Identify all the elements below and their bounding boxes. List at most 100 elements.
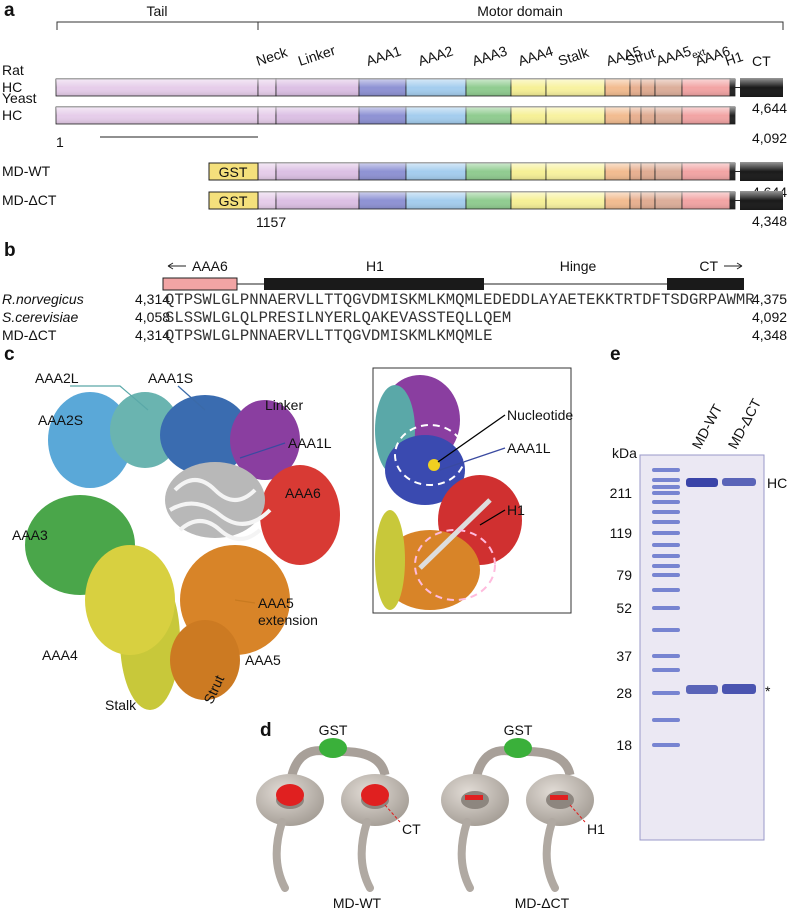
domain-label: AAA1L <box>288 435 332 451</box>
domain-label: AAA2 <box>416 43 455 69</box>
domain-label: CT <box>752 53 771 69</box>
ladder-band <box>652 531 680 535</box>
bar-shine <box>740 78 783 97</box>
ladder-band <box>652 606 680 610</box>
domain-label: AAA2L <box>35 370 79 386</box>
leader-lines-part <box>177 385 206 411</box>
panel-label: e <box>610 344 621 365</box>
ladder-band <box>652 478 680 482</box>
structure-render-part <box>230 400 300 480</box>
marker-size: 37 <box>616 648 632 664</box>
domain-label: Hinge <box>560 258 597 274</box>
ladder-band <box>652 491 680 495</box>
end-number: 4,375 <box>752 291 787 307</box>
bar-shine <box>740 162 783 181</box>
inset-render <box>375 375 522 610</box>
ladder-band <box>652 654 680 658</box>
row-label: HC <box>2 107 22 123</box>
leader-lines-part <box>234 599 256 604</box>
lane-label: MD-ΔCT <box>725 395 765 451</box>
marker-size: 211 <box>610 485 633 501</box>
marker-label: CT <box>402 821 421 837</box>
ladder-band <box>652 543 680 547</box>
domain-label: AAA6 <box>192 258 228 274</box>
inset-render-part <box>418 498 492 570</box>
ladder-band <box>652 691 680 695</box>
marker-size: 52 <box>616 600 632 616</box>
structure-render-part <box>170 620 240 700</box>
row-label: MD-ΔCT <box>2 192 57 208</box>
marker-line <box>384 804 401 823</box>
row-label: Yeast <box>2 90 37 106</box>
inset-render-part <box>439 447 506 471</box>
domain-label: H1 <box>366 258 384 274</box>
inset-label: AAA1L <box>507 440 551 456</box>
panel-a: a Tail Motor domain Neck Linker AAA1 AAA2 AAA3 A… <box>2 0 787 230</box>
hc-band <box>686 478 718 487</box>
inset-label: Nucleotide <box>507 407 573 423</box>
species: S.cerevisiae <box>2 309 78 325</box>
lane-label: MD-WT <box>689 401 726 451</box>
h1-density <box>550 795 568 800</box>
band-label: HC <box>767 475 787 491</box>
marker-size: 28 <box>616 685 632 701</box>
region-label: Tail <box>146 3 167 19</box>
hc-band <box>722 478 756 486</box>
start-number: 4,314 <box>135 327 170 343</box>
end-number: 4,092 <box>752 130 787 146</box>
inset-render-part <box>385 435 465 505</box>
start-number: 4,058 <box>135 309 170 325</box>
ladder-band <box>652 510 680 514</box>
structure-render-part <box>168 478 272 541</box>
start-number: 4,314 <box>135 291 170 307</box>
panel-d: d GST CT MD-WT GST H1 MD-ΔCT <box>256 720 605 911</box>
ladder-band <box>652 718 680 722</box>
domain-label: AAA4 <box>516 43 555 69</box>
marker-line <box>569 804 586 823</box>
marker-size: 119 <box>610 525 633 541</box>
structure-name: MD-WT <box>333 895 382 911</box>
structure-render-part <box>48 392 132 488</box>
stalk <box>357 818 374 892</box>
inset-label: H1 <box>507 502 525 518</box>
structure-render-part <box>160 395 250 475</box>
ct-density <box>276 784 304 806</box>
gel <box>639 454 765 841</box>
row-label: HC <box>2 79 22 95</box>
end-number: 4,644 <box>752 100 787 116</box>
gst-density <box>504 738 532 758</box>
panel-label: d <box>260 720 272 741</box>
arrows <box>167 262 743 270</box>
gst-box <box>208 162 259 181</box>
sequence: SLSSWLGLQLPRESILNYERLQAKEVASSTEQLLQEM <box>165 309 511 327</box>
stalk <box>272 818 289 892</box>
region-label: Motor domain <box>477 3 563 19</box>
asterisk: * <box>765 683 771 699</box>
structure-render-part <box>260 465 340 565</box>
row-label: MD-WT <box>2 163 51 179</box>
domain-label: extension <box>258 612 318 628</box>
inset-render-part <box>414 529 496 601</box>
gst-label: GST <box>219 193 248 209</box>
inset-render-part <box>394 424 466 486</box>
gst-band <box>722 684 756 694</box>
domain-label-sub: ext <box>691 47 707 62</box>
leader-lines-part <box>239 442 286 459</box>
inset-render-part <box>428 459 440 471</box>
domain-label: Neck <box>254 43 290 68</box>
ladder-band <box>652 554 680 558</box>
bar-shine <box>258 192 735 209</box>
species: R.norvegicus <box>2 291 84 307</box>
bar-shine <box>56 79 735 96</box>
domain-label: Stalk <box>105 697 137 713</box>
ladder-band <box>652 588 680 592</box>
ct-density <box>361 784 389 806</box>
inset-render-part <box>479 509 506 526</box>
panel-label: b <box>4 240 16 261</box>
leader-lines <box>70 385 286 604</box>
structure-name: MD-ΔCT <box>515 895 570 911</box>
domain-label: AAA2S <box>38 412 83 428</box>
domain-label: AAA5 <box>245 652 281 668</box>
